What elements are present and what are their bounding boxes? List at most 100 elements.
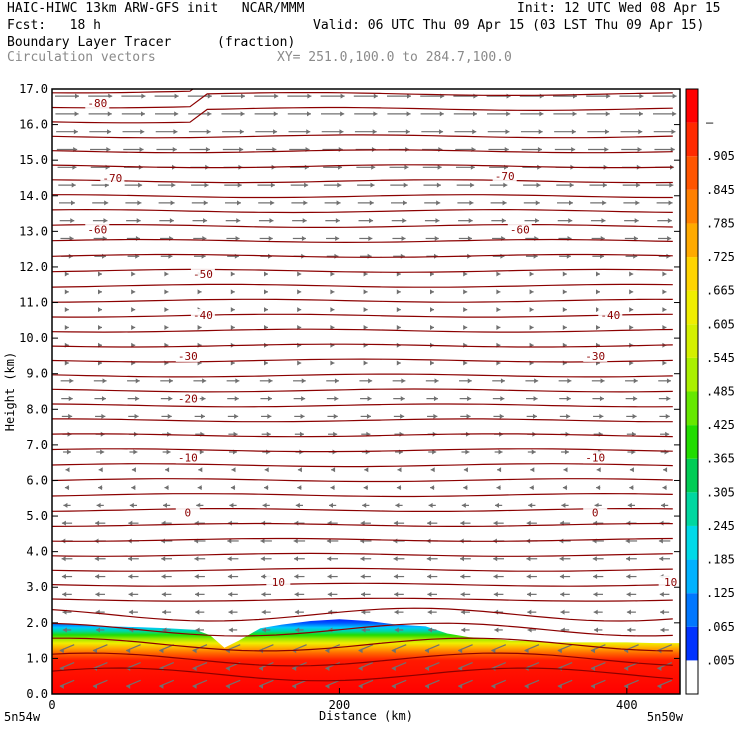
wind-vector-head [98,467,103,473]
wind-vector-head [294,556,298,562]
wind-vector-head [264,485,269,491]
colorbar-segment [686,593,698,627]
wind-vector-head [627,627,632,633]
wind-vector-head [64,360,69,366]
wind-vector-head [566,396,571,402]
wind-vector-head [268,378,273,384]
wind-vector-head [197,485,202,491]
xy-range-label: XY= 251.0,100.0 to 284.7,100.0 [277,50,512,65]
wind-vector-head [362,502,367,508]
wind-vector-head [93,683,97,689]
wind-vector-head [262,502,267,508]
wind-vector-head [203,200,208,206]
wind-vector-head [233,431,238,437]
wind-vector-head [164,289,169,295]
y-tick-label: 1.0 [26,651,48,665]
wind-vector-head [593,591,598,597]
wind-vector-head [470,182,475,188]
wind-vector-head [427,609,432,615]
wind-vector-head [74,111,79,117]
wind-vector-head [270,200,275,206]
wind-vector-head [368,235,373,241]
wind-vector-head [531,449,536,455]
wind-vector-head [131,485,136,491]
contour-line [52,388,673,393]
wind-vector-head [170,200,175,206]
wind-vector-head [104,200,109,206]
wind-vector-head [463,271,468,277]
wind-vector-head [596,271,600,277]
wind-vector-head [293,538,298,544]
wind-vector-head [667,235,672,241]
colorbar-label: .245 [706,519,735,533]
wind-vector-head [325,683,330,689]
wind-vector-head [330,307,335,313]
colorbar-label: .425 [706,418,735,432]
colorbar-segment [686,257,698,291]
wind-vector-head [330,360,335,366]
wind-vector-head [230,485,235,491]
wind-vector-head [535,200,540,206]
plot-frame [51,88,681,695]
wind-vector-head [328,627,333,633]
wind-vector-head [663,467,668,473]
wind-vector-head [192,648,197,654]
wind-vector-head [596,289,600,295]
y-axis-label: Height (km) [3,352,17,431]
y-tick-label: 4.0 [26,545,48,559]
wind-vector-head [199,449,204,455]
wind-vector-head [63,502,68,508]
wind-vector-head [432,449,437,455]
contour-line [52,149,673,154]
contour-line [52,637,673,652]
wind-vector-head [402,200,407,206]
wind-vector-head [259,666,263,672]
wind-vector-head [493,591,498,597]
wind-vector-head [261,591,266,597]
wind-vector-head [273,129,278,135]
wind-vector-head [235,235,240,241]
y-tick-label: 11.0 [19,296,48,310]
wind-vector-head [500,378,505,384]
colorbar-label: .545 [706,351,735,365]
contour-line [52,238,673,244]
wind-vector-head [272,147,277,152]
contour-label-bg [190,268,215,281]
wind-vector-head [363,289,368,295]
wind-vector-head [439,129,444,135]
wind-vector-head [460,591,465,597]
wind-vector-head [126,648,131,654]
contour-line [52,597,673,602]
wind-vector-head [659,591,664,597]
wind-vector-head [665,413,670,419]
wind-vector-head [593,574,598,580]
wind-vector-head [297,307,302,313]
wind-vector-head [195,591,199,597]
wind-vector-head [69,378,74,384]
wind-vector-head [571,147,576,152]
wind-vector-head [468,218,473,224]
wind-vector-head [325,666,330,672]
wind-vector-head [572,111,577,117]
colorbar-segment [686,122,698,157]
wind-vector-head [207,93,212,99]
wind-vector-head [234,396,239,402]
wind-vector-head [270,182,275,188]
contour-label-bg [175,451,200,464]
wind-vector-head [337,182,342,188]
wind-vector-head [361,627,366,633]
wind-vector-head [605,111,610,117]
wind-vector-head [358,648,363,654]
wind-vector-head [662,360,667,366]
wind-vector-head [425,666,429,672]
wind-vector-head [666,378,671,384]
contour-line [52,283,673,288]
wind-vector-head [594,627,598,633]
wind-vector-head [240,111,245,117]
wind-vector-head [626,574,631,580]
wind-vector-head [163,502,167,508]
colorbar-label: .785 [706,216,735,230]
wind-vector-head [633,396,638,402]
wind-vector-head [95,574,100,580]
wind-vector-head [68,413,73,419]
